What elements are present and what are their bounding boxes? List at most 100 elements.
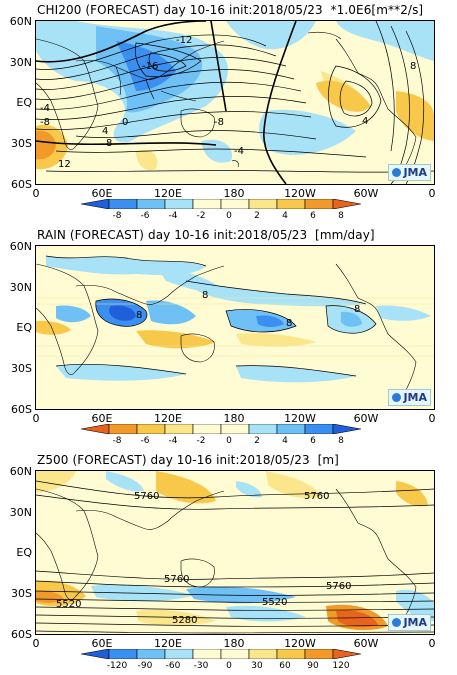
lat-label: 60N: [9, 15, 32, 28]
colorbar-tick: 4: [282, 211, 288, 221]
lon-label: 60W: [353, 637, 379, 650]
colorbar-tick: 120: [332, 661, 350, 671]
lat-label: EQ: [16, 546, 32, 559]
lat-label: 30N: [9, 281, 32, 294]
jma-logo: JMA: [388, 164, 431, 181]
rain-title: RAIN (FORECAST) day 10-16 init:2018/05/2…: [37, 228, 375, 242]
lat-label: 30S: [11, 587, 32, 600]
colorbar-tick: 0: [226, 436, 232, 446]
colorbar-tick: -6: [140, 436, 150, 446]
lon-label: 120E: [154, 187, 182, 200]
z500-panel: Z500 (FORECAST) day 10-16 init:2018/05/2…: [0, 450, 457, 675]
colorbar-tick: -30: [193, 661, 209, 671]
lat-label: 60N: [9, 465, 32, 478]
lat-label: 60S: [11, 628, 32, 641]
chi200-colorbar: [81, 199, 361, 209]
lon-label: 180: [223, 637, 245, 650]
colorbar-segment: [220, 424, 250, 434]
jma-logo: JMA: [388, 389, 431, 406]
z500-title: Z500 (FORECAST) day 10-16 init:2018/05/2…: [37, 453, 339, 467]
lat-label: 60N: [9, 240, 32, 253]
jma-logo: JMA: [388, 614, 431, 631]
colorbar-segment: [81, 424, 110, 434]
lon-label: 120W: [284, 187, 316, 200]
colorbar-segment: [192, 424, 222, 434]
lat-label: 60S: [11, 403, 32, 416]
rain-map: 8 8 8 8 JMA: [35, 245, 435, 410]
lat-label: 60S: [11, 178, 32, 191]
lon-label: 60E: [91, 412, 113, 425]
colorbar-tick: -4: [168, 211, 178, 221]
colorbar-segment: [220, 199, 250, 209]
lon-label: 0: [428, 187, 436, 200]
colorbar-tick: 0: [226, 661, 232, 671]
colorbar-tick: 2: [254, 436, 260, 446]
lat-label: EQ: [16, 321, 32, 334]
colorbar-segment: [108, 424, 138, 434]
colorbar-segment: [81, 649, 110, 659]
colorbar-segment: [192, 199, 222, 209]
rain-field: [36, 246, 434, 409]
lon-label: 0: [32, 412, 40, 425]
colorbar-segment: [304, 649, 334, 659]
colorbar-segment: [248, 199, 278, 209]
chi200-title: CHI200 (FORECAST) day 10-16 init:2018/05…: [37, 3, 424, 17]
colorbar-segment: [332, 649, 361, 659]
lat-label: 30N: [9, 506, 32, 519]
lon-label: 180: [223, 187, 245, 200]
colorbar-segment: [108, 649, 138, 659]
globe-icon: [392, 168, 402, 177]
lon-label: 0: [32, 637, 40, 650]
z500-field: [36, 471, 434, 634]
colorbar-tick: -120: [106, 661, 128, 671]
colorbar-segment: [136, 424, 166, 434]
chi200-field: [36, 21, 434, 184]
colorbar-tick: 8: [338, 436, 344, 446]
lon-label: 120E: [154, 412, 182, 425]
colorbar-segment: [248, 424, 278, 434]
colorbar-segment: [248, 649, 278, 659]
lon-label: 120E: [154, 637, 182, 650]
colorbar-segment: [81, 199, 110, 209]
colorbar-tick: 6: [310, 211, 316, 221]
colorbar-tick: 6: [310, 436, 316, 446]
colorbar-tick: 8: [338, 211, 344, 221]
colorbar-tick: 2: [254, 211, 260, 221]
colorbar-segment: [332, 424, 361, 434]
colorbar-segment: [164, 199, 194, 209]
z500-colorbar: [81, 649, 361, 659]
lon-label: 60E: [91, 187, 113, 200]
lat-label: EQ: [16, 96, 32, 109]
lat-label: 30N: [9, 56, 32, 69]
lon-label: 0: [428, 412, 436, 425]
chi200-map: -12 -16 -8 -4 0 4 8 12 -4 -8 4 8 JMA: [35, 20, 435, 185]
rain-colorbar: [81, 424, 361, 434]
colorbar-segment: [276, 649, 306, 659]
colorbar-segment: [136, 649, 166, 659]
z500-map: 5760 5760 5760 5760 5520 5520 5280 JMA: [35, 470, 435, 635]
lon-label: 0: [32, 187, 40, 200]
colorbar-segment: [136, 199, 166, 209]
rain-panel: RAIN (FORECAST) day 10-16 init:2018/05/2…: [0, 225, 457, 450]
lon-label: 60W: [353, 412, 379, 425]
colorbar-tick: -8: [112, 436, 122, 446]
colorbar-segment: [276, 424, 306, 434]
lon-label: 0: [428, 637, 436, 650]
colorbar-segment: [276, 199, 306, 209]
lat-label: 30S: [11, 137, 32, 150]
colorbar-tick: -6: [140, 211, 150, 221]
colorbar-tick: 0: [226, 211, 232, 221]
colorbar-tick: 30: [251, 661, 263, 671]
colorbar-tick: 4: [282, 436, 288, 446]
colorbar-tick: -2: [196, 211, 206, 221]
globe-icon: [392, 393, 402, 402]
colorbar-segment: [164, 649, 194, 659]
colorbar-svg: [81, 649, 361, 659]
colorbar-segment: [220, 649, 250, 659]
colorbar-segment: [192, 649, 222, 659]
colorbar-tick: -60: [165, 661, 181, 671]
colorbar-segment: [332, 199, 361, 209]
colorbar-tick: -8: [112, 211, 122, 221]
colorbar-svg: [81, 199, 361, 209]
colorbar-segment: [304, 199, 334, 209]
